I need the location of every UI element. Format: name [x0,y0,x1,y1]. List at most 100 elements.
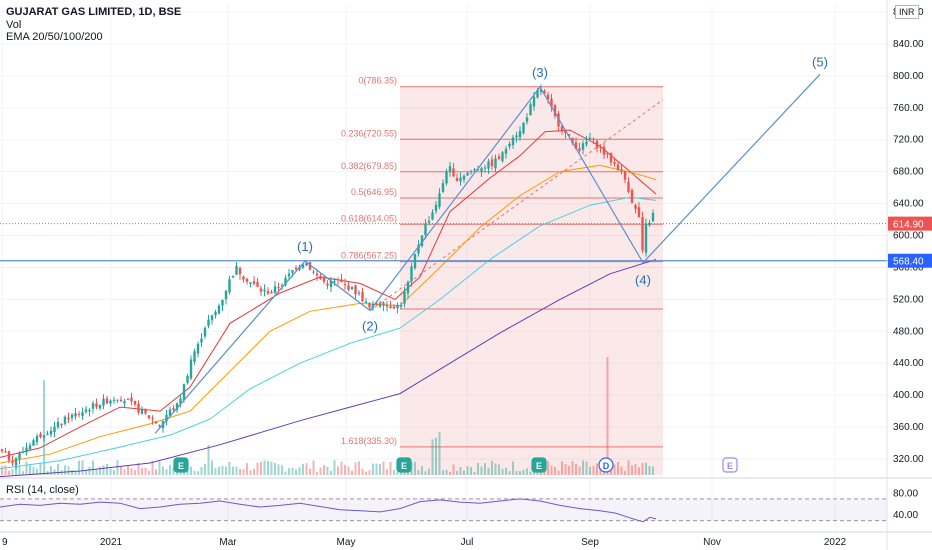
volume-bar [561,461,563,475]
volume-bar [134,470,136,475]
price-tick-label: 400.00 [893,390,924,401]
event-label: E [401,461,407,471]
candle-body [637,207,641,218]
volume-bar [596,463,598,475]
candle-body [42,435,46,438]
candle-body [641,217,644,251]
volume-bar [141,467,143,475]
symbol-title[interactable]: GUJARAT GAS LIMITED, 1D, BSE [6,6,182,18]
volume-bar [148,471,150,475]
candle-body [585,141,588,145]
price-axis[interactable]: 320.00 360.00 400.00 440.00 480.00 520.00 560.… [886,0,932,550]
volume-bar [624,471,626,475]
time-tick-label: Jul [461,537,474,548]
volume-bar [424,471,427,475]
candle-body [567,134,571,137]
volume-bar [99,466,101,475]
ema-legend[interactable]: EMA 20/50/100/200 [6,31,103,43]
candle-body [144,408,147,414]
candle-body [466,172,469,176]
volume-bar [319,467,322,475]
candle-body [406,281,410,294]
rsi-legend[interactable]: RSI (14, close) [6,484,79,496]
volume-bar [393,469,395,475]
candle-body [18,453,21,460]
candle-body [196,343,200,354]
candle-body [308,262,312,270]
candle-body [273,286,277,294]
volume-bar [354,462,357,475]
volume-bar [522,469,525,475]
volume-bar [137,462,140,475]
candle-body [319,276,322,280]
event-label: D [603,461,610,471]
volume-bar [641,462,644,475]
volume-bar [50,466,52,475]
volume-bar [634,464,637,475]
fibonacci-retracement[interactable]: 0(786.35) 0.236(720.55) 0.382(679.85) 0.5(6… [341,76,664,475]
volume-bar [127,465,129,475]
rsi-pane [0,477,932,533]
candle-body [95,403,98,408]
wave-label: (4) [635,273,651,288]
volume-bar [333,460,336,475]
volume-bar [36,468,38,475]
candle-body [172,408,175,410]
candle-body [368,302,371,308]
candle-body [154,421,158,424]
candle-body [522,122,525,134]
volume-legend[interactable]: Vol [6,19,22,31]
volume-bar [302,463,304,475]
candle-body [452,168,455,177]
candle-body [578,148,581,151]
candle-body [497,156,501,160]
volume-bar [337,466,339,475]
earnings-marker [173,457,189,473]
candle-body [357,292,361,294]
candle-body [4,451,7,453]
candle-body [81,412,84,416]
time-axis[interactable]: 9 2021 Mar May Jul Sep Nov 2022 [2,537,847,548]
candle-body [266,290,270,294]
volume-bar [284,471,287,475]
candle-body [326,283,329,286]
price-tick-label: 800.00 [893,71,924,82]
volume-bar [620,466,623,475]
volume-bar [386,469,388,475]
volume-bar [95,469,98,475]
candle-body [14,458,18,466]
volume-bar [207,445,210,475]
time-tick-label: 9 [2,537,8,548]
candle-body [462,175,466,180]
candle-body [175,403,179,411]
volume-bar [25,461,28,475]
volume-bar [53,469,56,475]
candle-body [553,105,557,116]
candle-body [483,167,487,169]
candle-body [508,143,511,147]
price-tick-label: 520.00 [893,294,924,305]
candle-body [550,98,553,107]
volume-bar [512,461,514,475]
earnings-marker [531,457,547,473]
price-tick-label: 440.00 [893,358,924,369]
candle-body [7,451,11,461]
volume-bar [396,471,399,475]
volume-bar [326,466,329,475]
volume-bar [361,468,364,475]
candle-body [217,305,221,314]
candle-body [333,281,336,283]
elliott-wave[interactable]: (1) (2) (3) (4) (5) [154,54,828,434]
candle-body [207,319,210,326]
volume-bar [242,469,245,475]
volume-bar [589,467,591,475]
horizontal-lines[interactable] [0,223,932,262]
candle-body [473,169,476,171]
volume-bar [102,465,105,475]
candle-body [312,271,315,273]
volume-bar [151,460,154,475]
candle-body [91,403,95,409]
currency-badge[interactable]: INR [895,5,919,19]
